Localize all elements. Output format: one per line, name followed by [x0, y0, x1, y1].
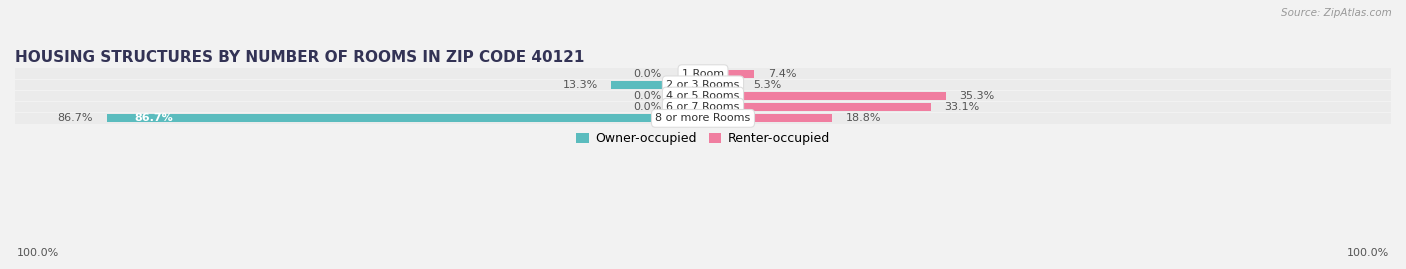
- Bar: [682, 70, 703, 78]
- Text: 33.1%: 33.1%: [945, 102, 980, 112]
- Bar: [703, 81, 740, 89]
- Text: 35.3%: 35.3%: [960, 91, 995, 101]
- Text: 2 or 3 Rooms: 2 or 3 Rooms: [666, 80, 740, 90]
- Bar: [682, 103, 703, 111]
- Text: 100.0%: 100.0%: [1347, 248, 1389, 258]
- Text: 7.4%: 7.4%: [768, 69, 796, 79]
- Text: 0.0%: 0.0%: [634, 69, 662, 79]
- Bar: [703, 103, 931, 111]
- Text: 4 or 5 Rooms: 4 or 5 Rooms: [666, 91, 740, 101]
- Text: 13.3%: 13.3%: [562, 80, 598, 90]
- Text: 0.0%: 0.0%: [634, 91, 662, 101]
- Bar: [15, 91, 1391, 101]
- Text: 86.7%: 86.7%: [134, 113, 173, 123]
- Text: 8 or more Rooms: 8 or more Rooms: [655, 113, 751, 123]
- Bar: [107, 114, 703, 122]
- Text: 86.7%: 86.7%: [58, 113, 93, 123]
- Bar: [682, 92, 703, 100]
- Text: 6 or 7 Rooms: 6 or 7 Rooms: [666, 102, 740, 112]
- Text: 5.3%: 5.3%: [754, 80, 782, 90]
- Bar: [15, 113, 1391, 124]
- Bar: [15, 80, 1391, 90]
- Text: 18.8%: 18.8%: [846, 113, 882, 123]
- Text: 1 Room: 1 Room: [682, 69, 724, 79]
- Bar: [703, 92, 946, 100]
- Text: Source: ZipAtlas.com: Source: ZipAtlas.com: [1281, 8, 1392, 18]
- Bar: [703, 70, 754, 78]
- Text: 0.0%: 0.0%: [634, 102, 662, 112]
- Bar: [612, 81, 703, 89]
- Legend: Owner-occupied, Renter-occupied: Owner-occupied, Renter-occupied: [571, 127, 835, 150]
- Text: HOUSING STRUCTURES BY NUMBER OF ROOMS IN ZIP CODE 40121: HOUSING STRUCTURES BY NUMBER OF ROOMS IN…: [15, 50, 585, 65]
- Bar: [703, 114, 832, 122]
- Bar: [15, 68, 1391, 79]
- Text: 100.0%: 100.0%: [17, 248, 59, 258]
- Bar: [15, 102, 1391, 112]
